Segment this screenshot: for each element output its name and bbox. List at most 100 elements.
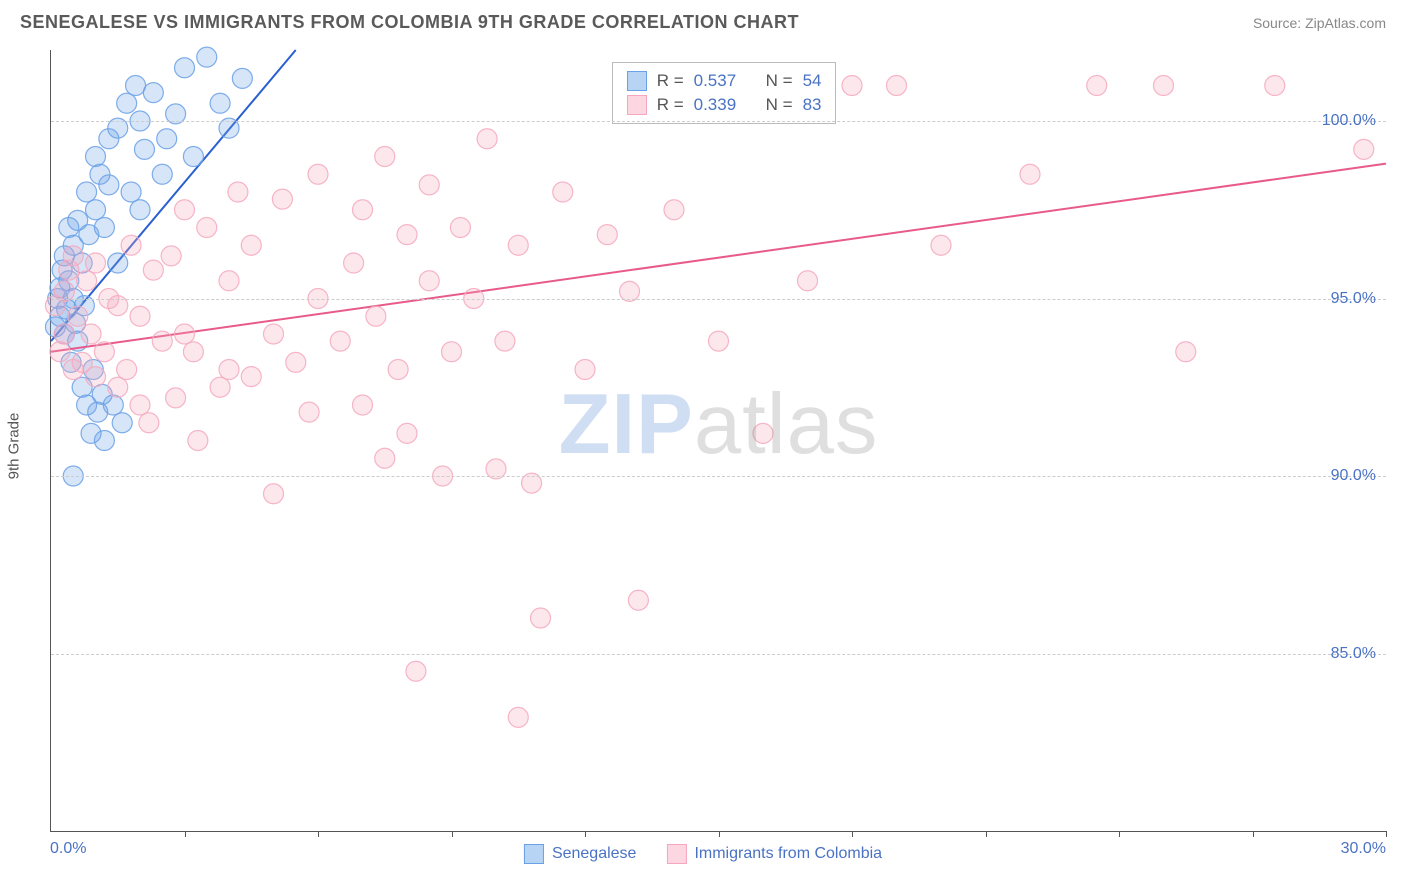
scatter-point bbox=[157, 129, 177, 149]
scatter-point bbox=[86, 253, 106, 273]
gridline bbox=[51, 121, 1386, 122]
scatter-point bbox=[232, 68, 252, 88]
scatter-point bbox=[241, 235, 261, 255]
scatter-point bbox=[197, 47, 217, 67]
scatter-point bbox=[210, 377, 230, 397]
y-tick-label: 90.0% bbox=[1331, 467, 1376, 485]
scatter-point bbox=[366, 306, 386, 326]
scatter-point bbox=[130, 306, 150, 326]
scatter-point bbox=[130, 200, 150, 220]
gridline bbox=[51, 476, 1386, 477]
scatter-point bbox=[264, 484, 284, 504]
y-tick-label: 85.0% bbox=[1331, 645, 1376, 663]
scatter-point bbox=[77, 182, 97, 202]
scatter-point bbox=[553, 182, 573, 202]
scatter-point bbox=[495, 331, 515, 351]
x-tick bbox=[452, 831, 453, 837]
scatter-point bbox=[94, 218, 114, 238]
scatter-point bbox=[264, 324, 284, 344]
scatter-point bbox=[161, 246, 181, 266]
gridline bbox=[51, 299, 1386, 300]
stats-r-label: R = bbox=[657, 71, 684, 91]
scatter-point bbox=[50, 342, 70, 362]
scatter-point bbox=[241, 367, 261, 387]
scatter-point bbox=[143, 83, 163, 103]
scatter-point bbox=[228, 182, 248, 202]
gridline bbox=[51, 654, 1386, 655]
scatter-point bbox=[753, 423, 773, 443]
chart-source: Source: ZipAtlas.com bbox=[1253, 15, 1386, 31]
x-tick bbox=[318, 831, 319, 837]
stats-r-value: 0.339 bbox=[694, 95, 737, 115]
stats-row: R =0.537 N =54 bbox=[627, 69, 822, 93]
scatter-point bbox=[375, 448, 395, 468]
y-axis-title: 9th Grade bbox=[6, 413, 23, 480]
scatter-point bbox=[219, 360, 239, 380]
scatter-point bbox=[272, 189, 292, 209]
scatter-point bbox=[931, 235, 951, 255]
scatter-point bbox=[143, 260, 163, 280]
scatter-point bbox=[139, 413, 159, 433]
scatter-point bbox=[94, 431, 114, 451]
scatter-point bbox=[63, 246, 83, 266]
stats-r-label: R = bbox=[657, 95, 684, 115]
stats-r-value: 0.537 bbox=[694, 71, 737, 91]
scatter-point bbox=[1020, 164, 1040, 184]
scatter-point bbox=[531, 608, 551, 628]
scatter-point bbox=[406, 661, 426, 681]
stats-n-label: N = bbox=[766, 95, 793, 115]
scatter-point bbox=[183, 147, 203, 167]
x-tick bbox=[986, 831, 987, 837]
scatter-point bbox=[1265, 76, 1285, 96]
stats-swatch bbox=[627, 95, 647, 115]
legend-item: Immigrants from Colombia bbox=[666, 844, 882, 864]
stats-row: R = 0.339 N = 83 bbox=[627, 93, 822, 117]
stats-n-label: N = bbox=[766, 71, 793, 91]
chart-area: ZIPatlas R =0.537 N =54R =0.339 N =83 85… bbox=[50, 50, 1386, 832]
trend-line bbox=[51, 164, 1386, 352]
scatter-point bbox=[121, 182, 141, 202]
scatter-point bbox=[308, 164, 328, 184]
scatter-point bbox=[108, 253, 128, 273]
scatter-point bbox=[103, 395, 123, 415]
chart-header: SENEGALESE VS IMMIGRANTS FROM COLOMBIA 9… bbox=[0, 0, 1406, 41]
scatter-point bbox=[121, 235, 141, 255]
scatter-point bbox=[188, 431, 208, 451]
scatter-point bbox=[508, 707, 528, 727]
scatter-point bbox=[1354, 139, 1374, 159]
scatter-point bbox=[108, 377, 128, 397]
scatter-point bbox=[77, 271, 97, 291]
x-tick bbox=[1386, 831, 1387, 837]
scatter-point bbox=[126, 76, 146, 96]
legend-swatch bbox=[666, 844, 686, 864]
plot-area: ZIPatlas R =0.537 N =54R =0.339 N =83 85… bbox=[50, 50, 1386, 832]
scatter-point bbox=[397, 225, 417, 245]
stats-n-value: 83 bbox=[803, 95, 822, 115]
scatter-point bbox=[575, 360, 595, 380]
scatter-point bbox=[117, 360, 137, 380]
scatter-point bbox=[628, 590, 648, 610]
scatter-point bbox=[175, 200, 195, 220]
x-tick bbox=[1253, 831, 1254, 837]
scatter-point bbox=[419, 175, 439, 195]
x-tick bbox=[1119, 831, 1120, 837]
scatter-point bbox=[353, 200, 373, 220]
scatter-point bbox=[197, 218, 217, 238]
scatter-point bbox=[219, 271, 239, 291]
scatter-point bbox=[664, 200, 684, 220]
scatter-point bbox=[210, 93, 230, 113]
scatter-point bbox=[134, 139, 154, 159]
legend-label: Senegalese bbox=[552, 845, 637, 863]
scatter-point bbox=[86, 200, 106, 220]
scatter-point bbox=[54, 324, 74, 344]
chart-title: SENEGALESE VS IMMIGRANTS FROM COLOMBIA 9… bbox=[20, 12, 799, 33]
legend-label: Immigrants from Colombia bbox=[694, 845, 882, 863]
scatter-point bbox=[286, 352, 306, 372]
legend-swatch bbox=[524, 844, 544, 864]
x-label-min: 0.0% bbox=[50, 840, 86, 858]
scatter-point bbox=[94, 342, 114, 362]
scatter-point bbox=[798, 271, 818, 291]
scatter-point bbox=[183, 342, 203, 362]
scatter-point bbox=[887, 76, 907, 96]
scatter-point bbox=[375, 147, 395, 167]
